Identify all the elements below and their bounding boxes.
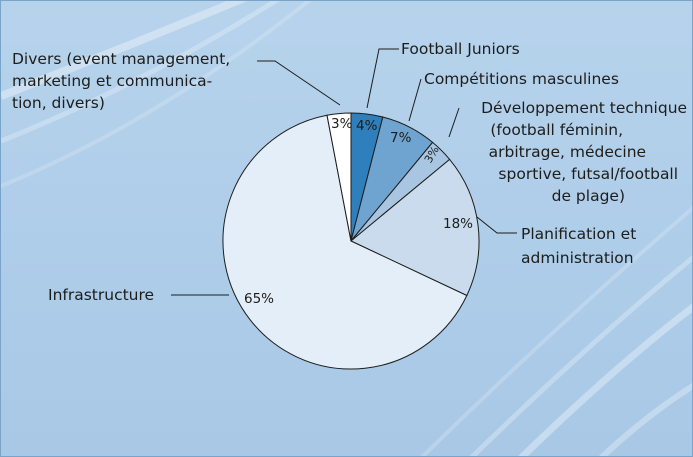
value-label-planification: 18%: [443, 216, 473, 232]
label-developpement-line-4: sportive, futsal/football: [498, 165, 678, 183]
label-divers: Divers (event management, marketing et c…: [12, 50, 235, 112]
label-planification: Planification et administration: [521, 225, 641, 267]
value-label-divers: 3%: [331, 116, 353, 132]
label-planification-line-1: Planification et: [521, 225, 636, 243]
label-competitions: Compétitions masculines: [424, 70, 619, 88]
leader-divers: [257, 60, 341, 106]
label-developpement: Développement technique (football fémini…: [481, 99, 692, 205]
label-divers-line-3: tion, divers): [12, 94, 105, 112]
label-developpement-line-2: (football féminin,: [490, 121, 623, 139]
value-label-football-juniors: 4%: [356, 118, 378, 134]
leader-developpement: [448, 107, 460, 138]
leader-planification: [476, 216, 517, 234]
label-infrastructure: Infrastructure: [48, 286, 154, 304]
label-developpement-line-1: Développement technique: [481, 99, 687, 117]
label-developpement-line-5: de plage): [552, 187, 625, 205]
label-planification-line-2: administration: [521, 249, 634, 267]
leader-football-juniors: [366, 48, 399, 109]
value-label-competitions: 7%: [390, 130, 412, 146]
pie-slice-4: [222, 114, 468, 370]
pie-slices: [222, 112, 480, 370]
leader-competitions: [408, 78, 422, 122]
label-divers-line-1: Divers (event management,: [12, 50, 230, 68]
label-divers-line-2: marketing et communica-: [12, 72, 212, 90]
value-label-infrastructure: 65%: [244, 291, 274, 307]
leader-lines: [171, 48, 517, 296]
label-developpement-line-3: arbitrage, médecine: [489, 143, 646, 161]
label-football-juniors: Football Juniors: [401, 40, 520, 58]
value-labels: 4% 7% 3% 18% 65% 3%: [244, 116, 473, 307]
pie-slice-5: [326, 112, 352, 242]
pie-slice-3: [350, 158, 480, 297]
category-labels: Football Juniors Compétitions masculines…: [12, 40, 692, 304]
